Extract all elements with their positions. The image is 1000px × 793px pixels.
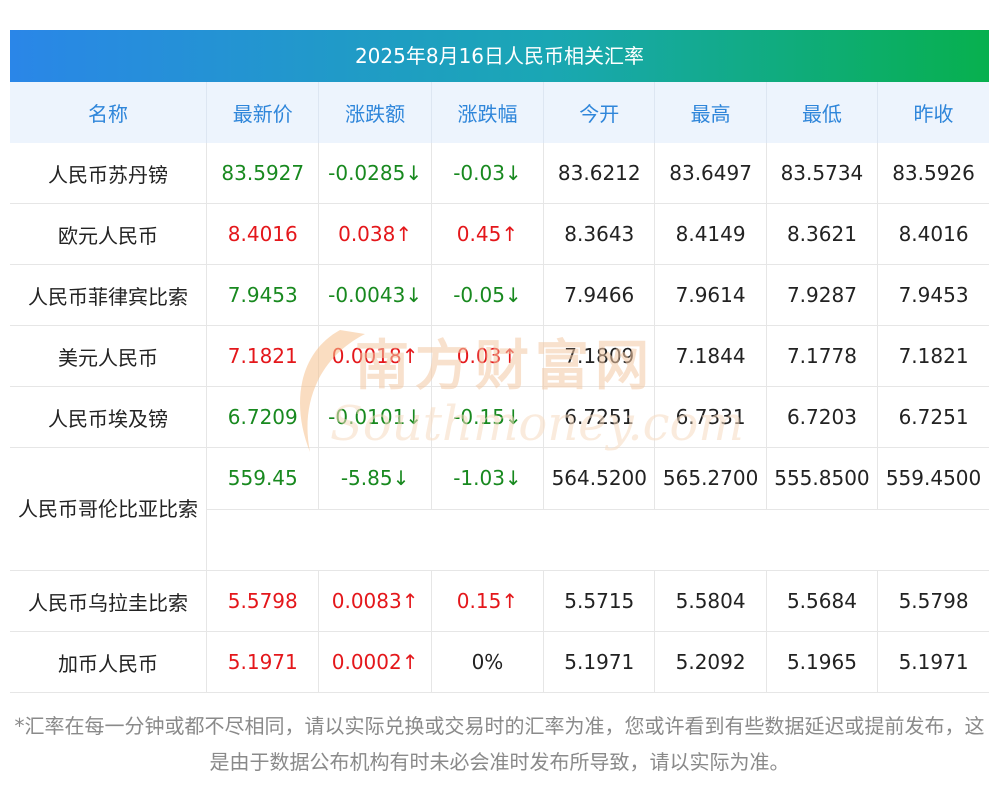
blank-cell (206, 509, 989, 571)
table-title: 2025年8月16日人民币相关汇率 (10, 30, 989, 82)
cell-change: -5.85↓ (318, 447, 432, 510)
cell-open: 5.1971 (543, 631, 656, 693)
header-open: 今开 (543, 82, 656, 143)
cell-change: -0.0101↓ (318, 386, 432, 448)
cell-low: 5.5684 (766, 570, 879, 632)
cell-latest-price: 7.9453 (206, 264, 320, 326)
currency-pair-name: 人民币苏丹镑 (10, 143, 208, 204)
cell-open: 564.5200 (543, 447, 656, 510)
table-row: 人民币乌拉圭比索 5.5798 0.0083↑ 0.15↑ 5.5715 5.5804 5.… (10, 570, 989, 632)
cell-change: -0.0043↓ (318, 264, 432, 326)
cell-prev-close: 5.5798 (877, 570, 989, 632)
table-row: 人民币苏丹镑 83.5927 -0.0285↓ -0.03↓ 83.6212 83.649… (10, 143, 989, 204)
cell-latest-price: 8.4016 (206, 203, 320, 265)
cell-change: 0.038↑ (318, 203, 432, 265)
table-row: 美元人民币 7.1821 0.0018↑ 0.03↑ 7.1809 7.1844 7.177… (10, 325, 989, 387)
table-row: 人民币哥伦比亚比索 559.45 -5.85↓ -1.03↓ 564.5200 565.2… (10, 447, 989, 571)
table-row: 人民币菲律宾比索 7.9453 -0.0043↓ -0.05↓ 7.9466 7.9614… (10, 264, 989, 326)
table-row: 人民币埃及镑 6.7209 -0.0101↓ -0.15↓ 6.7251 6.7331 6.… (10, 386, 989, 448)
cell-open: 5.5715 (543, 570, 656, 632)
cell-change: 0.0018↑ (318, 325, 432, 387)
cell-low: 5.1965 (766, 631, 879, 693)
cell-prev-close: 6.7251 (877, 386, 989, 448)
cell-latest-price: 559.45 (206, 447, 320, 510)
cell-change: 0.0002↑ (318, 631, 432, 693)
header-low: 最低 (766, 82, 879, 143)
cell-prev-close: 8.4016 (877, 203, 989, 265)
header-row: 名称 最新价 涨跌额 涨跌幅 今开 最高 最低 昨收 (10, 82, 989, 143)
cell-open: 83.6212 (543, 143, 656, 204)
cell-change-pct: 0% (431, 631, 545, 693)
table-row: 欧元人民币 8.4016 0.038↑ 0.45↑ 8.3643 8.4149 8.3621… (10, 203, 989, 265)
header-change: 涨跌额 (318, 82, 432, 143)
cell-change-pct: -1.03↓ (431, 447, 545, 510)
currency-pair-name: 人民币菲律宾比索 (10, 264, 208, 326)
cell-open: 6.7251 (543, 386, 656, 448)
currency-pair-name: 人民币哥伦比亚比索 (10, 447, 208, 571)
currency-pair-name: 美元人民币 (10, 325, 208, 387)
cell-high: 5.2092 (654, 631, 767, 693)
cell-latest-price: 7.1821 (206, 325, 320, 387)
cell-high: 83.6497 (654, 143, 767, 204)
cell-change-pct: -0.15↓ (431, 386, 545, 448)
cell-high: 7.9614 (654, 264, 767, 326)
cell-change: 0.0083↑ (318, 570, 432, 632)
cell-change-pct: 0.45↑ (431, 203, 545, 265)
cell-high: 565.2700 (654, 447, 767, 510)
cell-open: 7.1809 (543, 325, 656, 387)
cell-prev-close: 7.9453 (877, 264, 989, 326)
cell-change-pct: -0.03↓ (431, 143, 545, 204)
cell-prev-close: 7.1821 (877, 325, 989, 387)
cell-low: 7.1778 (766, 325, 879, 387)
currency-pair-name: 人民币埃及镑 (10, 386, 208, 448)
cell-latest-price: 5.5798 (206, 570, 320, 632)
cell-latest-price: 5.1971 (206, 631, 320, 693)
cell-high: 5.5804 (654, 570, 767, 632)
currency-pair-name: 人民币乌拉圭比索 (10, 570, 208, 632)
header-prev-close: 昨收 (877, 82, 989, 143)
cell-prev-close: 559.4500 (877, 447, 989, 510)
cell-change-pct: 0.03↑ (431, 325, 545, 387)
rate-table-card: 2025年8月16日人民币相关汇率 名称 最新价 涨跌额 涨跌幅 今开 最高 最… (10, 30, 989, 693)
table-row: 加币人民币 5.1971 0.0002↑ 0% 5.1971 5.2092 5.1965 5.… (10, 631, 989, 693)
footnote: *汇率在每一分钟或都不尽相同，请以实际兑换或交易时的汇率为准，您或许看到有些数据… (14, 714, 985, 774)
exchange-rate-table: 名称 最新价 涨跌额 涨跌幅 今开 最高 最低 昨收 人民币苏丹镑 83.5927… (10, 82, 989, 693)
cell-latest-price: 6.7209 (206, 386, 320, 448)
currency-pair-name: 加币人民币 (10, 631, 208, 693)
cell-high: 6.7331 (654, 386, 767, 448)
cell-high: 7.1844 (654, 325, 767, 387)
cell-change-pct: 0.15↑ (431, 570, 545, 632)
cell-low: 555.8500 (766, 447, 879, 510)
cell-change: -0.0285↓ (318, 143, 432, 204)
cell-open: 7.9466 (543, 264, 656, 326)
cell-low: 83.5734 (766, 143, 879, 204)
header-latest: 最新价 (206, 82, 320, 143)
header-change-pct: 涨跌幅 (431, 82, 545, 143)
cell-low: 6.7203 (766, 386, 879, 448)
cell-prev-close: 83.5926 (877, 143, 989, 204)
cell-open: 8.3643 (543, 203, 656, 265)
cell-latest-price: 83.5927 (206, 143, 320, 204)
currency-pair-name: 欧元人民币 (10, 203, 208, 265)
header-high: 最高 (654, 82, 767, 143)
cell-change-pct: -0.05↓ (431, 264, 545, 326)
cell-low: 7.9287 (766, 264, 879, 326)
header-name: 名称 (10, 82, 208, 143)
cell-low: 8.3621 (766, 203, 879, 265)
table-row-spacer (10, 509, 989, 571)
cell-high: 8.4149 (654, 203, 767, 265)
cell-prev-close: 5.1971 (877, 631, 989, 693)
